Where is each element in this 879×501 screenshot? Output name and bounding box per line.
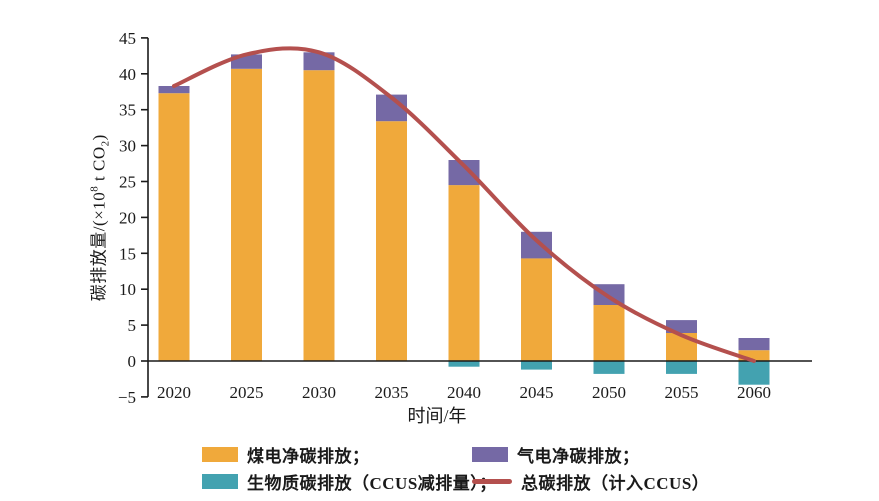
legend-label: 气电净碳排放； [517, 447, 640, 466]
bar-segment-煤电净碳排放-2020 [158, 93, 190, 361]
legend-item-0: 煤电净碳排放； [202, 442, 370, 467]
legend-color-swatch [202, 447, 238, 462]
x-tick-label: 2030 [302, 383, 336, 402]
y-axis-title-superscript: 8 [88, 185, 101, 192]
legend-label: 总碳排放（计入CCUS） [521, 474, 710, 493]
bar-segment-煤电净碳排放-2025 [231, 68, 262, 362]
x-tick-label: 2020 [157, 383, 191, 402]
bar-segment-煤电净碳排放-2035 [376, 121, 407, 361]
total-emissions-line [172, 46, 756, 363]
y-tick-label: −5 [118, 388, 136, 407]
bar-segment-生物质碳排放（CCUS减排量）-2055 [666, 361, 697, 374]
bar-segment-气电净碳排放-2060 [738, 338, 770, 351]
y-tick-label: 30 [119, 137, 136, 156]
y-tick-label: 25 [119, 173, 136, 192]
bar-segment-煤电净碳排放-2060 [738, 350, 770, 361]
bar-segment-生物质碳排放（CCUS减排量）-2045 [521, 361, 552, 370]
bar-segment-煤电净碳排放-2050 [593, 305, 625, 361]
legend-color-swatch [472, 447, 508, 462]
x-tick-label: 2050 [592, 383, 626, 402]
legend-item-1: 气电净碳排放； [472, 442, 640, 467]
x-tick-label: 2060 [737, 383, 771, 402]
bar-segment-煤电净碳排放-2045 [521, 258, 552, 361]
legend-item-2: 生物质碳排放（CCUS减排量）； [202, 469, 497, 494]
bar-segment-生物质碳排放（CCUS减排量）-2050 [593, 361, 625, 374]
y-tick-label: 45 [119, 29, 136, 48]
x-axis-title: 时间/年 [407, 406, 466, 426]
y-axis-title: 碳排放量/(×108 t CO2) [84, 48, 112, 388]
total-line-layer [172, 46, 756, 363]
legend-color-swatch [202, 474, 238, 489]
y-axis-title-text: 碳排放量/(×10 [89, 191, 109, 302]
x-tick-label: 2045 [520, 383, 554, 402]
legend-label: 生物质碳排放（CCUS减排量）； [247, 474, 497, 493]
x-tick-label: 2025 [230, 383, 264, 402]
y-tick-label: 5 [128, 316, 137, 335]
x-tick-label: 2055 [665, 383, 699, 402]
bar-segment-生物质碳排放（CCUS减排量）-2040 [448, 361, 480, 367]
x-tick-label: 2040 [447, 383, 481, 402]
legend-item-3: 总碳排放（计入CCUS） [472, 469, 709, 494]
y-tick-label: 0 [128, 352, 137, 371]
legend-label: 煤电净碳排放； [247, 447, 370, 466]
bar-segment-气电净碳排放-2045 [521, 231, 552, 259]
y-tick-label: 35 [119, 101, 136, 120]
y-tick-label: 40 [119, 65, 136, 84]
y-axis-title-close: ) [89, 134, 109, 141]
y-tick-label: 10 [119, 280, 136, 299]
bar-segment-气电净碳排放-2020 [158, 86, 190, 94]
bar-segment-煤电净碳排放-2040 [448, 185, 480, 361]
bar-segment-煤电净碳排放-2030 [303, 70, 335, 361]
legend-line-swatch [472, 479, 512, 484]
bar-segment-生物质碳排放（CCUS减排量）-2060 [738, 361, 770, 385]
y-tick-label: 20 [119, 208, 136, 227]
y-tick-label: 15 [119, 244, 136, 263]
y-axis-title-units: t CO [89, 146, 109, 186]
y-axis-title-subscript: 2 [99, 140, 112, 147]
x-tick-label: 2035 [375, 383, 409, 402]
